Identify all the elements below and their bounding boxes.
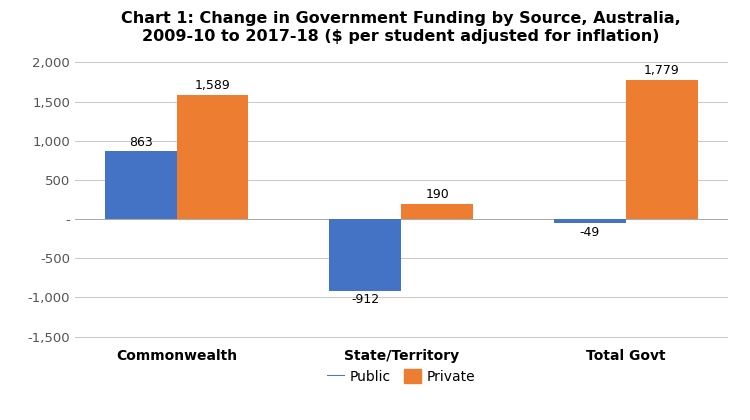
Text: 1,779: 1,779 xyxy=(644,64,680,77)
Text: 190: 190 xyxy=(425,189,449,202)
Text: 863: 863 xyxy=(129,136,152,149)
Title: Chart 1: Change in Government Funding by Source, Australia,
2009-10 to 2017-18 (: Chart 1: Change in Government Funding by… xyxy=(122,11,681,44)
Text: -912: -912 xyxy=(351,293,380,306)
Bar xyxy=(554,219,626,223)
Bar xyxy=(626,80,698,219)
Bar xyxy=(401,204,473,219)
Bar xyxy=(176,94,248,219)
Text: -49: -49 xyxy=(580,226,600,239)
Bar xyxy=(105,152,176,219)
Legend: Public, Private: Public, Private xyxy=(322,364,481,390)
Bar xyxy=(329,219,401,291)
Text: 1,589: 1,589 xyxy=(195,79,230,92)
